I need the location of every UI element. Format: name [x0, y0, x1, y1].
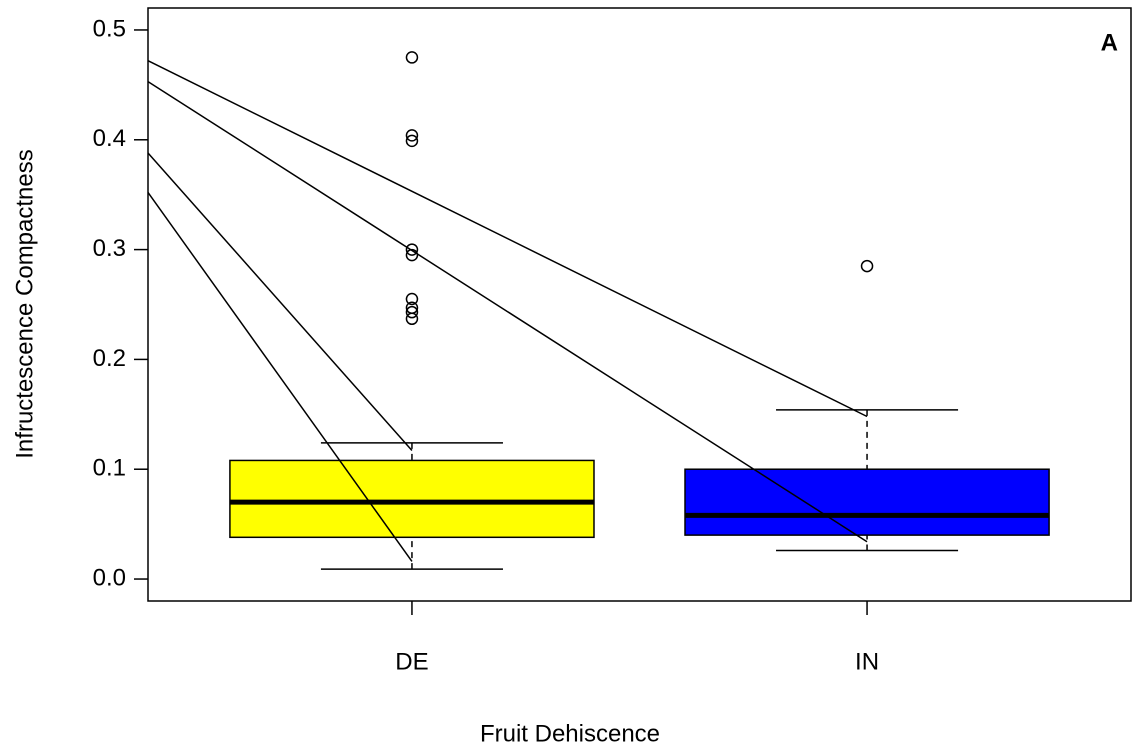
outlier	[405, 51, 419, 64]
outlier	[405, 134, 419, 148]
y-tick-label: 0.4	[93, 125, 126, 152]
box	[684, 468, 1050, 536]
y-axis-title: Infructescence Compactness	[11, 149, 38, 458]
trend-line	[147, 60, 868, 418]
outlier	[405, 129, 419, 142]
y-tick-label: 0.2	[93, 345, 126, 372]
x-axis-title: Fruit Dehiscence	[480, 720, 660, 747]
y-tick-label: 0.5	[93, 15, 126, 42]
outlier	[860, 259, 874, 273]
y-tick-label: 0.1	[93, 455, 126, 482]
y-tick-label: 0.0	[93, 564, 126, 591]
outlier	[405, 292, 419, 306]
trend-line	[147, 152, 413, 452]
outlier	[405, 312, 419, 326]
box	[229, 459, 595, 539]
outlier	[405, 243, 419, 256]
plot-frame	[147, 7, 1132, 602]
outlier	[405, 305, 419, 319]
trend-line	[147, 80, 868, 543]
outlier	[405, 248, 419, 262]
y-tick-label: 0.3	[93, 235, 126, 262]
trend-line	[147, 192, 413, 562]
x-tick-label: DE	[395, 648, 428, 675]
panel-label: A	[1101, 29, 1118, 56]
x-tick-label: IN	[855, 648, 879, 675]
